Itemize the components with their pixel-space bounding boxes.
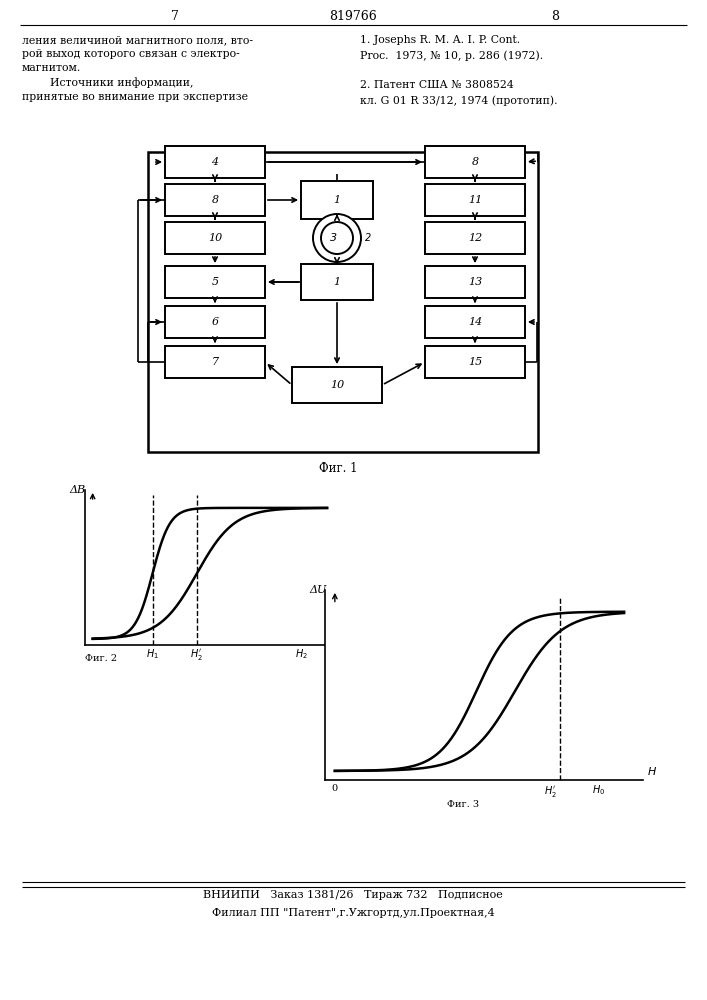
Text: 8: 8 [472, 157, 479, 167]
Text: 14: 14 [468, 317, 482, 327]
Text: $H_1$: $H_1$ [146, 647, 159, 661]
Text: 10: 10 [208, 233, 222, 243]
Text: ления величиной магнитного поля, вто-
рой выход которого связан с электро-
магни: ления величиной магнитного поля, вто- ро… [22, 35, 253, 102]
Bar [165, 306, 265, 338]
Bar [292, 367, 382, 403]
Text: 0: 0 [332, 784, 338, 793]
Text: 4: 4 [211, 157, 218, 167]
Bar [425, 306, 525, 338]
Bar [425, 346, 525, 378]
Text: 2: 2 [365, 233, 371, 243]
Text: 7: 7 [211, 357, 218, 367]
Text: $H_2$: $H_2$ [295, 647, 308, 661]
Text: 5: 5 [211, 277, 218, 287]
Text: 10: 10 [330, 380, 344, 390]
Text: 1: 1 [334, 195, 341, 205]
Text: $H_0$: $H_0$ [592, 784, 605, 797]
Bar [425, 146, 525, 178]
Text: ΔU: ΔU [309, 585, 327, 595]
Bar [165, 266, 265, 298]
Text: 6: 6 [211, 317, 218, 327]
Text: Фиг. 3: Фиг. 3 [448, 800, 479, 809]
Text: $H_2'$: $H_2'$ [544, 784, 556, 799]
Text: 3: 3 [330, 233, 337, 243]
Text: 819766: 819766 [329, 10, 377, 23]
Text: 11: 11 [468, 195, 482, 205]
Bar [165, 184, 265, 216]
Text: Филиал ПП "Патент",г.Ужгортд,ул.Проектная,4: Филиал ПП "Патент",г.Ужгортд,ул.Проектна… [211, 908, 494, 918]
Bar [165, 146, 265, 178]
Text: $H$: $H$ [647, 765, 657, 777]
Text: 7: 7 [171, 10, 179, 23]
Text: 1: 1 [334, 277, 341, 287]
Bar [165, 346, 265, 378]
Text: 8: 8 [211, 195, 218, 205]
Circle shape [313, 214, 361, 262]
Text: ВНИИПИ   Заказ 1381/26   Тираж 732   Подписное: ВНИИПИ Заказ 1381/26 Тираж 732 Подписное [203, 890, 503, 900]
Text: ΔB: ΔB [70, 485, 86, 495]
Bar [425, 266, 525, 298]
Bar [301, 181, 373, 219]
Text: Фиг. 1: Фиг. 1 [319, 462, 357, 475]
Bar [148, 152, 538, 452]
Text: 8: 8 [551, 10, 559, 23]
Text: 15: 15 [468, 357, 482, 367]
Bar [301, 264, 373, 300]
Text: $H_2'$: $H_2'$ [190, 647, 204, 662]
Text: 13: 13 [468, 277, 482, 287]
Text: 1. Josephs R. M. A. I. P. Cont.
Proc.  1973, № 10, p. 286 (1972).

2. Патент США: 1. Josephs R. M. A. I. P. Cont. Proc. 19… [360, 35, 558, 106]
Bar [165, 222, 265, 254]
Circle shape [321, 222, 353, 254]
Text: Фиг. 2: Фиг. 2 [85, 654, 117, 663]
Bar [425, 222, 525, 254]
Bar [425, 184, 525, 216]
Text: $H$: $H$ [335, 633, 345, 645]
Text: 12: 12 [468, 233, 482, 243]
